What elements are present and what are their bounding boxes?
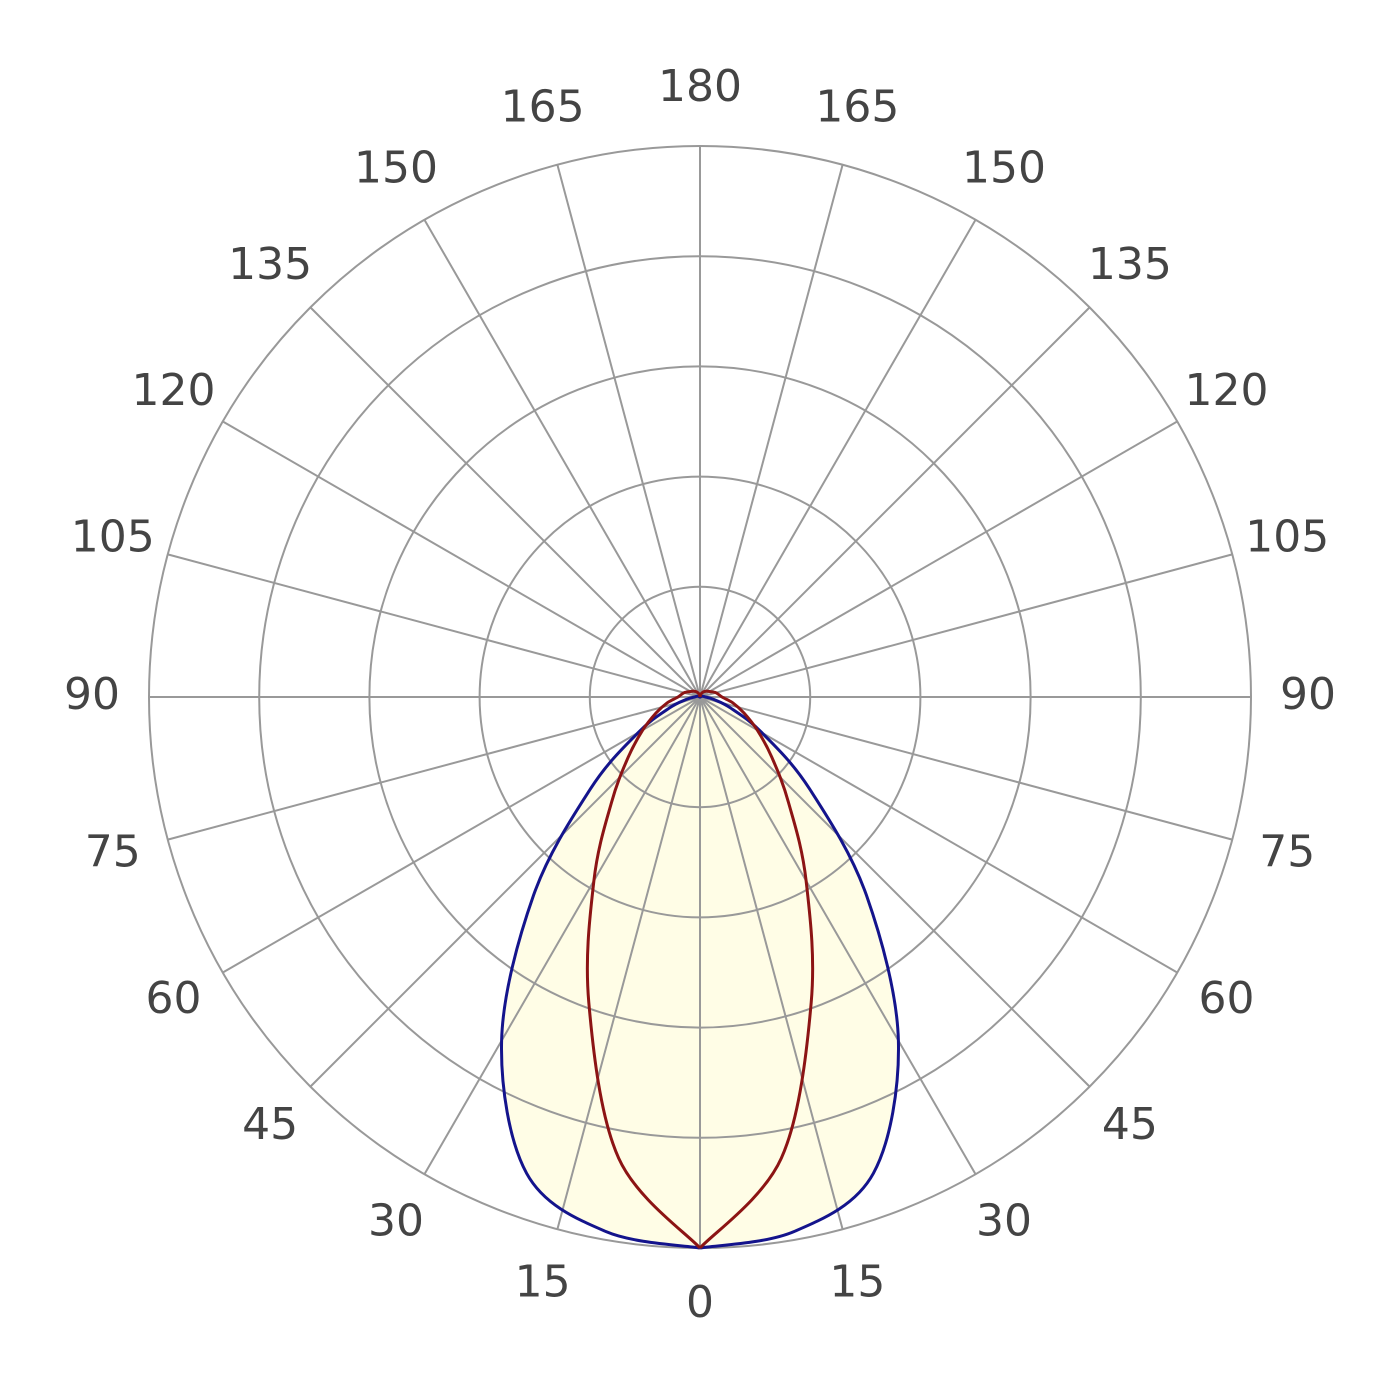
grid-spoke — [699, 306, 1091, 698]
angle-label: 180 — [658, 61, 742, 112]
angle-label: 150 — [962, 142, 1046, 193]
intensity-curve — [500, 694, 702, 1250]
angle-label: 15 — [829, 1256, 885, 1307]
angle-label: 150 — [354, 142, 438, 193]
angle-label: 15 — [515, 1256, 571, 1307]
grid-spoke — [222, 696, 701, 974]
curve-layer — [500, 689, 900, 1250]
angle-label: 90 — [1280, 669, 1336, 720]
angle-label: 30 — [368, 1196, 424, 1247]
grid-layer — [148, 145, 1252, 1249]
grid-spoke — [699, 553, 1233, 698]
grid-spoke — [167, 553, 701, 698]
grid-spoke — [556, 164, 701, 698]
angle-label: 45 — [1102, 1099, 1158, 1150]
grid-spoke — [699, 696, 1178, 974]
intensity-curve — [585, 689, 702, 1250]
angle-label: 135 — [228, 239, 312, 290]
grid-spoke — [309, 306, 701, 698]
grid-spoke — [699, 164, 844, 698]
grid-spoke — [699, 420, 1178, 698]
label-layer: 0 15 15 30 30 45 45 60 60 75 75 90 90 105 105 120 120 135… — [64, 61, 1336, 1328]
angle-label: 120 — [1185, 365, 1269, 416]
grid-spoke — [556, 696, 701, 1230]
intensity-curve — [698, 694, 900, 1250]
grid-spoke — [423, 219, 701, 698]
grid-spoke — [699, 696, 844, 1230]
angle-label: 165 — [501, 82, 585, 133]
intensity-curve — [698, 689, 815, 1250]
angle-label: 105 — [1245, 512, 1329, 563]
angle-label: 75 — [1259, 826, 1315, 877]
angle-label: 45 — [242, 1099, 298, 1150]
intensity-fill — [699, 696, 899, 1248]
fill-layer — [501, 696, 899, 1248]
grid-spoke — [167, 696, 701, 841]
angle-label: 60 — [145, 973, 201, 1024]
angle-label: 90 — [64, 669, 120, 720]
grid-spoke — [222, 420, 701, 698]
angle-label: 60 — [1199, 973, 1255, 1024]
grid-spoke — [309, 696, 701, 1088]
angle-label: 165 — [815, 82, 899, 133]
grid-spoke — [699, 696, 1233, 841]
angle-label: 0 — [686, 1277, 714, 1328]
grid-spoke — [699, 219, 977, 698]
grid-spoke — [699, 696, 977, 1175]
grid-spoke — [699, 696, 1091, 1088]
angle-label: 30 — [976, 1196, 1032, 1247]
angle-label: 75 — [85, 826, 141, 877]
angle-label: 105 — [71, 512, 155, 563]
angle-label: 135 — [1088, 239, 1172, 290]
angle-label: 120 — [131, 365, 215, 416]
intensity-fill — [501, 696, 701, 1248]
grid-spoke — [423, 696, 701, 1175]
